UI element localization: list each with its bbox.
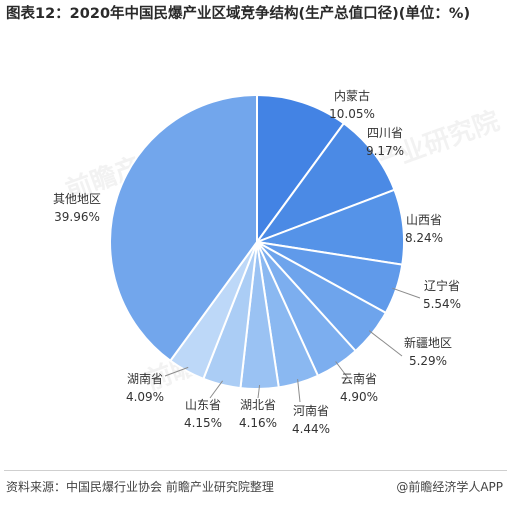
- leader-line-9: [209, 380, 224, 399]
- slice-label: 山东省: [185, 398, 221, 412]
- slice-label: 湖北省: [240, 397, 276, 412]
- leader-line-7: [297, 379, 301, 403]
- slice-label: 山西省: [406, 213, 442, 227]
- leader-line-8: [257, 384, 261, 399]
- slice-value-label: 4.09%: [126, 390, 164, 404]
- slice-value-label: 5.54%: [423, 297, 461, 311]
- slice-labels: 内蒙古 10.05% 四川省 9.17% 山西省 8.24% 辽宁省 5.54% 新疆地区 5.2…: [53, 88, 461, 436]
- pie-slice-11: [109, 93, 258, 363]
- slice-label: 云南省: [341, 371, 377, 386]
- slice-value-label: 4.90%: [340, 390, 378, 404]
- chart-title: 图表12：2020年中国民爆产业区域竞争结构(生产总值口径)(单位：%): [6, 6, 471, 22]
- slice-value-label: 4.15%: [184, 416, 222, 430]
- slice-value-label: 4.16%: [239, 416, 277, 430]
- slice-value-label: 9.17%: [366, 144, 404, 158]
- leader-line-10: [164, 366, 189, 377]
- pie-slice-1: [256, 93, 346, 246]
- slice-label: 辽宁省: [424, 278, 460, 293]
- slice-label: 河南省: [293, 403, 329, 418]
- pie-slice-2: [254, 121, 396, 245]
- slice-label: 其他地区: [53, 192, 101, 206]
- slice-value-label: 4.44%: [292, 422, 330, 436]
- slice-label: 内蒙古: [334, 88, 370, 103]
- slice-value-label: 8.24%: [405, 231, 443, 245]
- slice-label: 四川省: [367, 126, 403, 140]
- footer-divider: [4, 470, 507, 471]
- leader-line-5: [368, 330, 403, 357]
- slice-value-label: 10.05%: [329, 107, 375, 121]
- slice-value-label: 5.29%: [409, 354, 447, 368]
- leader-line-4: [392, 287, 421, 299]
- brand-credit: @前瞻经济学人APP: [396, 480, 503, 494]
- slice-label: 新疆地区: [404, 335, 452, 350]
- pie-slices: [109, 93, 405, 390]
- leader-line-6: [335, 361, 349, 379]
- source-note: 资料来源：中国民爆行业协会 前瞻产业研究院整理: [6, 480, 274, 494]
- slice-value-label: 39.96%: [54, 210, 100, 224]
- pie-chart: 前瞻产业研究院前瞻产业研究院前瞻产业研究院 内蒙古10.05%四川省9.17%山…: [53, 88, 503, 436]
- leader-lines: [164, 149, 421, 403]
- leader-line-2: [369, 149, 372, 156]
- slice-label: 湖南省: [127, 371, 163, 386]
